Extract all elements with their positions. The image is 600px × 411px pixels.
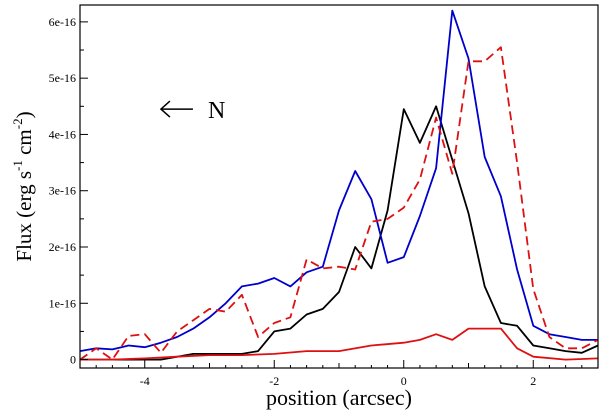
y-tick-label: 6e-16 [49, 15, 76, 29]
series-layer [79, 9, 599, 361]
north-annotation: N [159, 98, 225, 124]
y-tick-label: 0 [70, 353, 76, 367]
x-tick-label: 0 [401, 374, 407, 388]
y-axis-title-exp1: -1 [10, 160, 25, 171]
x-tick-label: 2 [530, 374, 536, 388]
y-axis-title: Flux (erg s-1 cm-2) [10, 111, 36, 261]
y-tick-label: 1e-16 [49, 296, 76, 310]
x-axis-title: position (arcsec) [266, 385, 412, 410]
x-tick-label: -2 [269, 374, 279, 388]
y-tick-label: 4e-16 [49, 127, 76, 141]
x-axis: -4 -2 0 2 [79, 360, 599, 388]
y-tick-label: 2e-16 [49, 240, 76, 254]
north-label: N [208, 98, 225, 124]
series-line-4 [80, 327, 599, 361]
series-line-3 [79, 46, 599, 361]
y-axis-title-main: Flux (erg s [12, 171, 36, 262]
series-line-1 [80, 105, 599, 361]
north-arrow-icon [159, 100, 171, 118]
y-axis-title-close: ) [12, 111, 36, 118]
x-tick-label: -4 [140, 374, 150, 388]
series-line-2 [79, 9, 598, 352]
y-tick-label: 3e-16 [49, 184, 76, 198]
y-axis-title-mid: cm [12, 129, 36, 160]
y-axis-title-exp2: -2 [10, 118, 25, 129]
y-tick-label: 5e-16 [49, 71, 76, 85]
y-axis: 0 1e-16 2e-16 3e-16 4e-16 5e-16 6e-16 [49, 15, 88, 367]
